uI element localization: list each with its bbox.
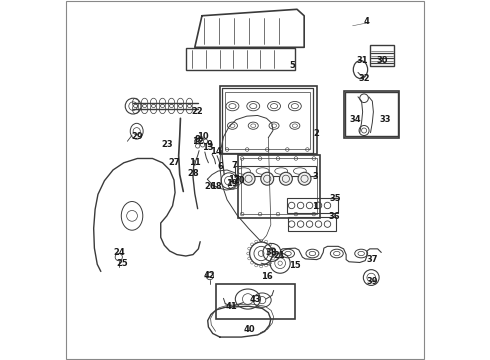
Bar <box>241 158 317 214</box>
Text: 28: 28 <box>187 169 199 178</box>
Bar <box>344 93 398 136</box>
Circle shape <box>261 172 274 185</box>
Text: 19: 19 <box>225 179 237 188</box>
Bar <box>235 166 316 176</box>
Text: 5: 5 <box>290 62 295 71</box>
Text: 8: 8 <box>195 135 200 144</box>
Text: 20: 20 <box>234 176 245 185</box>
Text: 6: 6 <box>218 162 223 171</box>
Text: 27: 27 <box>168 158 180 167</box>
Text: 10: 10 <box>197 132 209 141</box>
Text: 38: 38 <box>265 248 276 257</box>
Text: 36: 36 <box>329 212 341 221</box>
Text: 7: 7 <box>231 161 237 170</box>
Text: 31: 31 <box>357 57 368 66</box>
Text: 2: 2 <box>314 129 319 138</box>
Bar <box>287 198 338 213</box>
Text: 32: 32 <box>358 75 370 84</box>
Text: 26: 26 <box>204 182 216 191</box>
Text: 15: 15 <box>289 261 300 270</box>
Text: 11: 11 <box>189 158 201 167</box>
Text: 23: 23 <box>161 140 172 149</box>
Text: 34: 34 <box>350 115 361 124</box>
Circle shape <box>279 172 293 185</box>
Text: 29: 29 <box>132 132 143 141</box>
Text: 24: 24 <box>113 248 124 257</box>
Text: 4: 4 <box>364 17 370 26</box>
Text: 37: 37 <box>367 255 378 264</box>
Bar <box>216 284 295 319</box>
Text: 21: 21 <box>273 251 285 260</box>
Text: 40: 40 <box>244 325 255 334</box>
Text: 35: 35 <box>330 194 341 203</box>
Text: 1: 1 <box>312 202 318 211</box>
Text: 12: 12 <box>192 137 203 146</box>
Text: 25: 25 <box>117 259 128 268</box>
Circle shape <box>242 172 255 185</box>
Text: 22: 22 <box>192 107 203 116</box>
Bar <box>224 92 310 149</box>
Text: 43: 43 <box>250 294 262 303</box>
Text: 14: 14 <box>210 147 222 156</box>
Text: 3: 3 <box>312 172 318 181</box>
Text: 17: 17 <box>228 175 239 184</box>
Text: 39: 39 <box>367 276 378 285</box>
Text: 33: 33 <box>380 115 392 124</box>
Text: 30: 30 <box>376 57 388 66</box>
Text: 42: 42 <box>204 270 216 279</box>
Text: 16: 16 <box>261 272 273 281</box>
Bar <box>343 91 399 138</box>
Text: 41: 41 <box>225 302 237 311</box>
Bar <box>186 48 295 69</box>
Text: 13: 13 <box>201 143 213 152</box>
Circle shape <box>298 172 311 185</box>
Bar <box>220 86 318 154</box>
Bar <box>288 217 337 231</box>
Text: 9: 9 <box>206 140 212 149</box>
Bar <box>238 155 319 218</box>
Text: 18: 18 <box>210 182 221 191</box>
Bar <box>370 45 394 66</box>
